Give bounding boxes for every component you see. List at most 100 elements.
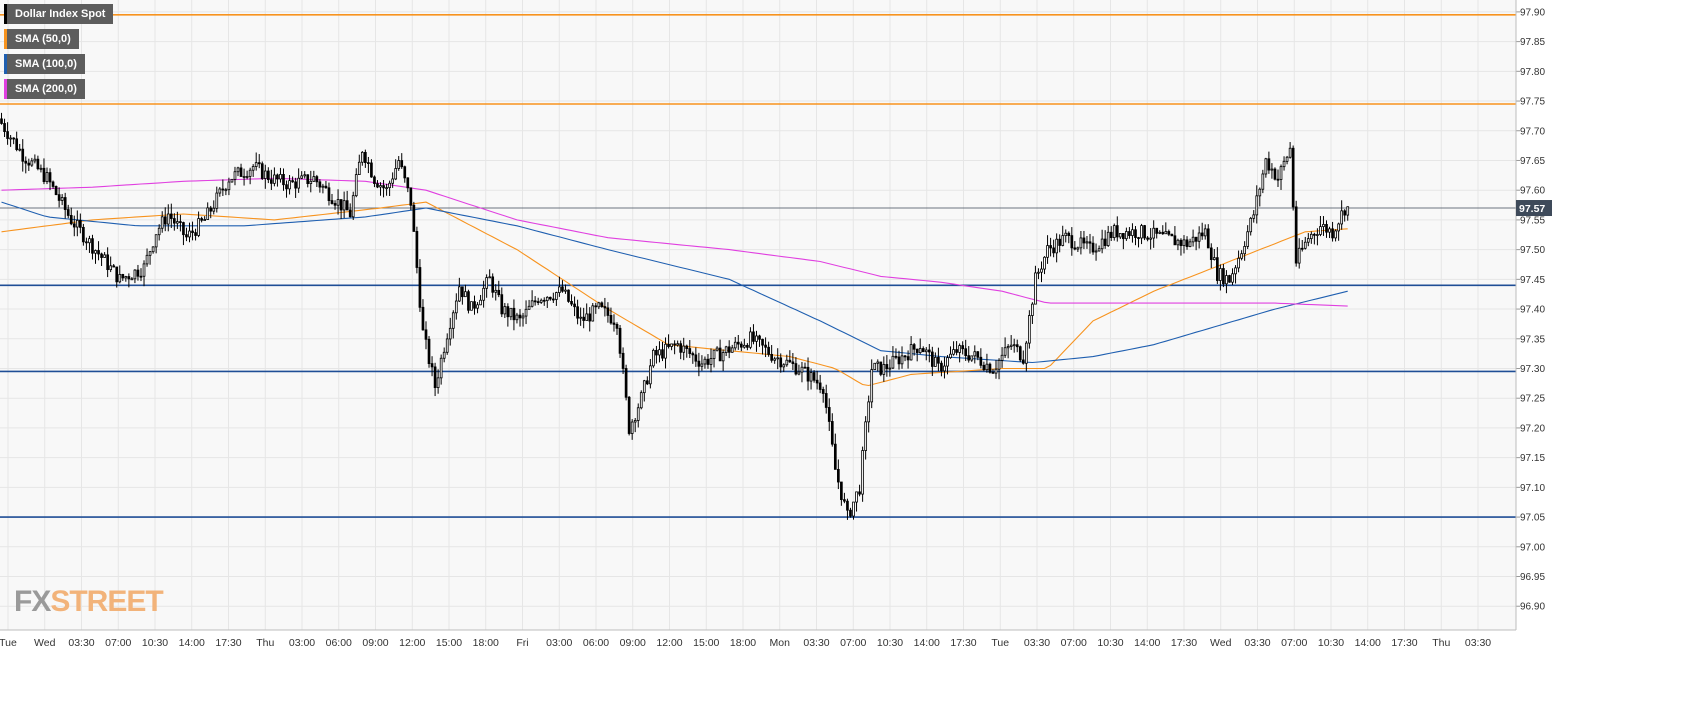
legend-item-dollar-index[interactable]: Dollar Index Spot: [4, 4, 114, 24]
candle-body-down: [506, 306, 510, 318]
candle-body-down: [424, 329, 428, 340]
candle: [239, 163, 243, 177]
candle-body-up: [985, 363, 989, 371]
candle-body-up: [891, 355, 895, 369]
candle: [809, 368, 813, 390]
candle: [1237, 250, 1240, 273]
candle: [888, 359, 892, 377]
candle: [1140, 223, 1143, 245]
candle-body-down: [533, 300, 537, 303]
candle-body-down: [382, 185, 385, 189]
candle: [924, 347, 928, 361]
candle: [185, 227, 188, 242]
candle-body-down: [182, 222, 185, 236]
candle-body-up: [479, 299, 482, 306]
candle: [949, 346, 952, 359]
candle: [721, 349, 725, 372]
candle-body-down: [97, 250, 100, 255]
candle: [442, 347, 446, 363]
candle: [24, 156, 28, 174]
candle-body-down: [752, 331, 755, 342]
candle: [315, 174, 319, 187]
candle: [230, 178, 234, 183]
candle-body-down: [327, 187, 331, 201]
x-tick-label: 18:00: [473, 637, 499, 649]
candle-body-down: [324, 185, 328, 189]
candle: [1337, 222, 1340, 241]
candle-body-down: [173, 218, 176, 224]
candle: [418, 259, 422, 312]
candle-body-up: [1288, 147, 1292, 158]
candle: [846, 498, 849, 520]
candle: [285, 180, 288, 198]
candle-body-up: [1125, 231, 1128, 240]
candle: [39, 164, 43, 173]
y-tick-label: 96.90: [1520, 602, 1545, 613]
candle-body-down: [573, 303, 576, 308]
candle-body-down: [912, 344, 916, 350]
candle-body-up: [564, 289, 567, 292]
x-axis: Tue Wed 03:30 07:00 10:30 14:00 17:30 Thu 03:00 0…: [0, 629, 1516, 649]
candle: [409, 187, 413, 211]
candle-body-up: [1340, 210, 1343, 225]
candle-body-down: [761, 338, 764, 346]
candle: [254, 152, 258, 171]
legend-item-sma50[interactable]: SMA (50,0): [4, 29, 79, 49]
candle: [943, 356, 946, 379]
candle: [891, 346, 895, 370]
candle-body-up: [876, 361, 880, 364]
candle: [849, 507, 852, 518]
candle: [603, 297, 607, 317]
candle-body-down: [1134, 229, 1137, 238]
candle: [1306, 233, 1310, 247]
candle-body-up: [700, 363, 704, 367]
candle-body-up: [224, 189, 228, 192]
candle-body-up: [1334, 230, 1337, 239]
candle-body-up: [1055, 238, 1058, 254]
candle: [1331, 221, 1334, 242]
candle-body-up: [157, 227, 161, 236]
candle: [861, 446, 864, 502]
x-tick-label: Wed: [1210, 637, 1232, 649]
candle-body-up: [30, 160, 34, 166]
candle: [597, 301, 601, 310]
candle-body-up: [470, 301, 473, 311]
candle: [1346, 206, 1350, 221]
candle: [1061, 225, 1065, 247]
candle: [755, 330, 758, 352]
candle: [661, 341, 664, 362]
candle: [743, 338, 746, 349]
candle: [733, 336, 737, 351]
candle: [1125, 227, 1128, 241]
candle-body-down: [282, 174, 285, 186]
price-tag-box: [1516, 200, 1552, 217]
candle: [154, 234, 158, 254]
candle-body-up: [1097, 248, 1101, 252]
legend-item-sma200[interactable]: SMA (200,0): [4, 79, 85, 99]
candle: [376, 180, 379, 189]
x-tick-label: 15:00: [693, 637, 719, 649]
candle-body-up: [151, 246, 155, 253]
candle: [476, 302, 479, 314]
candle-body-up: [242, 176, 246, 178]
candle: [1149, 228, 1152, 250]
candle-body-up: [1034, 272, 1037, 305]
candle-body-down: [603, 306, 607, 309]
candle-body-up: [1303, 241, 1307, 249]
legend-item-sma100[interactable]: SMA (100,0): [4, 54, 85, 74]
candle-body-up: [1191, 236, 1195, 243]
candle-body-down: [840, 481, 843, 501]
candle: [139, 268, 143, 282]
candle: [1122, 233, 1125, 250]
candle-body-down: [955, 349, 958, 353]
logo-fx: FX: [14, 585, 51, 618]
candle: [1243, 241, 1246, 261]
candle-body-down: [200, 218, 203, 221]
candle: [260, 161, 264, 180]
candle-body-up: [233, 171, 237, 180]
candle: [1170, 233, 1174, 237]
candle: [1231, 268, 1234, 285]
candle-body-down: [576, 306, 579, 319]
candle: [1076, 246, 1080, 252]
